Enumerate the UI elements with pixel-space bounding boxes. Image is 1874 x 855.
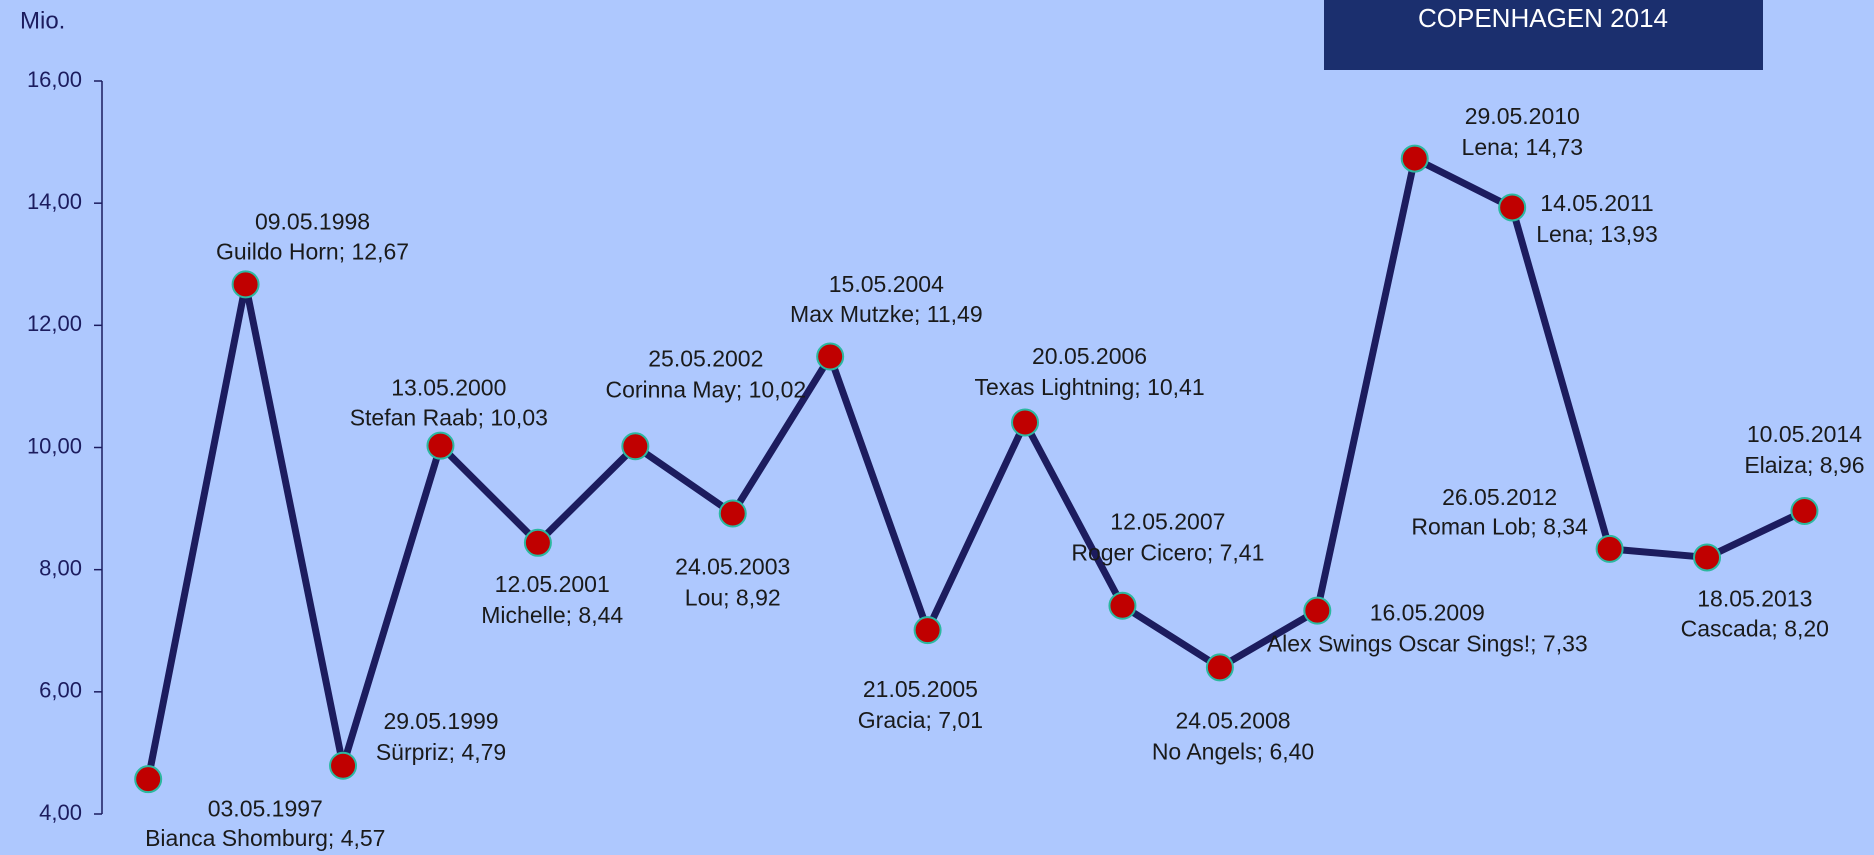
category-label: 26.05.2012	[1442, 484, 1557, 510]
value-label: Roman Lob; 8,34	[1411, 514, 1588, 540]
y-tick-label: 4,00	[39, 800, 82, 825]
category-label: 14.05.2011	[1540, 190, 1653, 216]
category-label: 29.05.1999	[383, 708, 498, 734]
value-label: Texas Lightning; 10,41	[974, 374, 1204, 400]
y-tick-label: 6,00	[39, 678, 82, 703]
value-label: Guildo Horn; 12,67	[216, 238, 409, 264]
category-label: 16.05.2009	[1370, 599, 1485, 625]
value-label: Lena; 14,73	[1462, 134, 1584, 160]
category-label: 12.05.2007	[1110, 508, 1225, 534]
value-label: Michelle; 8,44	[481, 602, 623, 628]
value-label: Corinna May; 10,02	[605, 376, 806, 402]
value-label: No Angels; 6,40	[1152, 739, 1314, 765]
marker	[1205, 653, 1234, 682]
value-label: Alex Swings Oscar Sings!; 7,33	[1267, 630, 1588, 656]
value-label: Max Mutzke; 11,49	[790, 301, 983, 327]
logo-text: COPENHAGEN 2014	[1418, 3, 1668, 33]
y-tick-label: 14,00	[27, 189, 82, 214]
marker	[1790, 497, 1819, 526]
category-label: 09.05.1998	[255, 209, 370, 235]
marker	[1498, 193, 1527, 222]
category-label: 24.05.2003	[675, 554, 790, 580]
unit-label: Mio.	[20, 7, 65, 34]
marker	[1400, 144, 1429, 173]
line	[144, 155, 1806, 780]
y-tick-label: 12,00	[27, 311, 82, 336]
value-label: Roger Cicero; 7,41	[1071, 539, 1264, 565]
marker	[816, 342, 845, 371]
value-label: Stefan Raab; 10,03	[350, 404, 548, 430]
value-label: Bianca Shomburg; 4,57	[145, 825, 385, 851]
category-label: 10.05.2014	[1747, 421, 1862, 447]
marker	[426, 431, 455, 460]
marker	[1595, 534, 1624, 563]
category-label: 25.05.2002	[648, 345, 763, 371]
marker	[523, 528, 552, 557]
y-tick-label: 10,00	[27, 433, 82, 458]
marker	[1693, 543, 1722, 572]
marker	[718, 499, 747, 528]
logo-box	[1324, 0, 1763, 70]
category-label: 18.05.2013	[1697, 586, 1812, 612]
y-tick-label: 16,00	[27, 67, 82, 92]
marker	[329, 751, 358, 780]
value-label: Cascada; 8,20	[1681, 615, 1829, 641]
category-label: 03.05.1997	[208, 795, 323, 821]
value-label: Elaiza; 8,96	[1744, 452, 1864, 478]
value-label: Lena; 13,93	[1536, 221, 1658, 247]
category-label: 24.05.2008	[1175, 707, 1290, 733]
marker	[134, 765, 163, 794]
marker	[1303, 596, 1332, 625]
category-label: 20.05.2006	[1032, 343, 1147, 369]
category-label: 13.05.2000	[391, 375, 506, 401]
marker	[231, 270, 260, 299]
y-tick-label: 8,00	[39, 555, 82, 580]
marker	[621, 432, 650, 461]
marker	[913, 616, 942, 645]
category-label: 15.05.2004	[829, 271, 944, 297]
value-label: Lou; 8,92	[685, 585, 781, 611]
marker	[1108, 591, 1137, 620]
category-label: 21.05.2005	[863, 676, 978, 702]
value-label: Gracia; 7,01	[858, 707, 983, 733]
category-label: 12.05.2001	[495, 571, 610, 597]
category-label: 29.05.2010	[1465, 103, 1580, 129]
marker	[1011, 408, 1040, 437]
value-label: Sürpriz; 4,79	[376, 739, 506, 765]
